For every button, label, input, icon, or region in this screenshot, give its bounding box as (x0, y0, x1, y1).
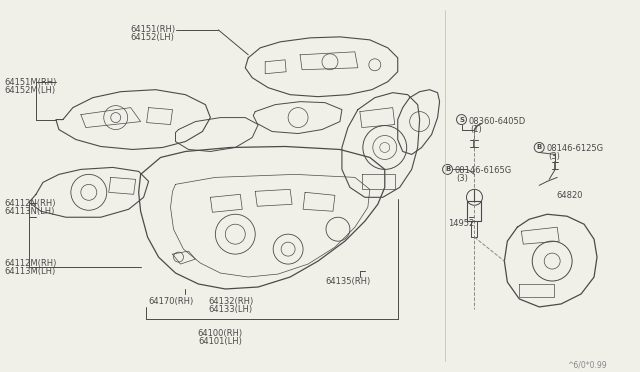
Text: 64820: 64820 (556, 191, 582, 201)
Text: B: B (536, 144, 542, 151)
Text: B: B (445, 166, 450, 172)
Text: (1): (1) (470, 125, 482, 134)
Text: (3): (3) (548, 153, 560, 161)
Text: 64101(LH): 64101(LH) (198, 337, 243, 346)
Text: 08146-6125G: 08146-6125G (546, 144, 604, 154)
Text: 64151(RH): 64151(RH) (131, 25, 176, 34)
Text: 64113N(LH): 64113N(LH) (4, 207, 54, 216)
Text: 08146-6165G: 08146-6165G (454, 166, 512, 176)
Text: 64112M(RH): 64112M(RH) (4, 259, 56, 268)
Text: ^6/0*0.99: ^6/0*0.99 (567, 361, 607, 370)
Text: 64152(LH): 64152(LH) (131, 33, 175, 42)
Text: 64112N(RH): 64112N(RH) (4, 199, 56, 208)
Text: 64151M(RH): 64151M(RH) (4, 78, 56, 87)
Text: 64135(RH): 64135(RH) (325, 277, 370, 286)
Text: S: S (459, 116, 464, 123)
Text: 14952: 14952 (449, 219, 475, 228)
Text: 64113M(LH): 64113M(LH) (4, 267, 55, 276)
Text: 64152M(LH): 64152M(LH) (4, 86, 55, 95)
Text: 08360-6405D: 08360-6405D (468, 116, 525, 126)
Text: (3): (3) (456, 174, 468, 183)
Text: 64133(LH): 64133(LH) (209, 305, 253, 314)
Text: 64100(RH): 64100(RH) (198, 329, 243, 338)
Text: 64132(RH): 64132(RH) (209, 297, 253, 306)
Text: 64170(RH): 64170(RH) (148, 297, 194, 306)
